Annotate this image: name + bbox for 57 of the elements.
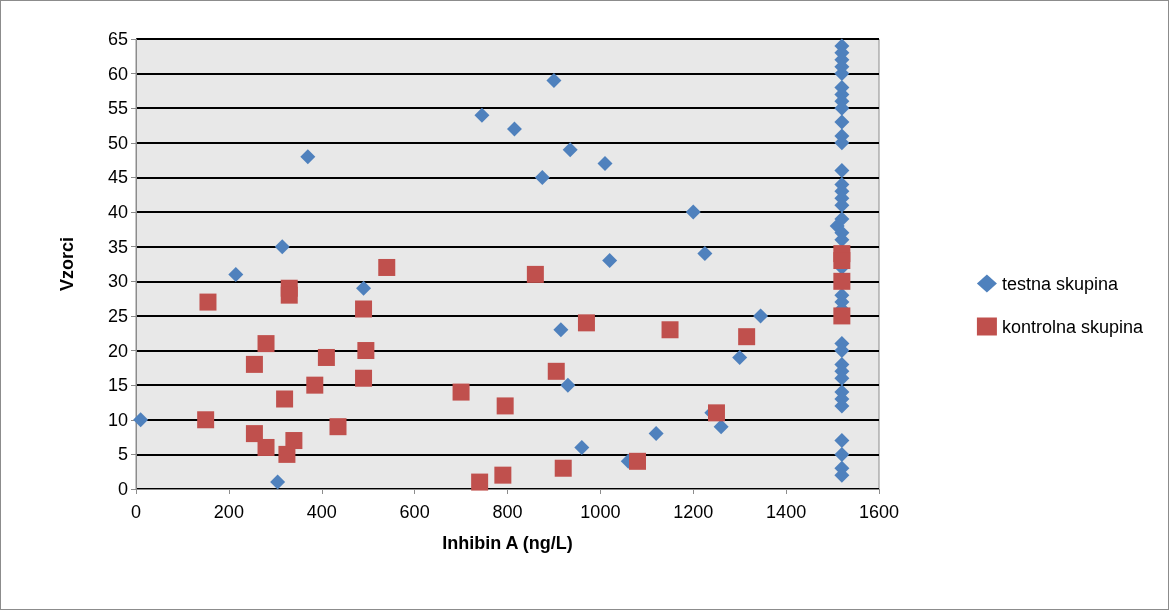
- point: [378, 258, 396, 276]
- y-tick-label: 5: [117, 444, 128, 465]
- point: [554, 459, 572, 477]
- legend-label: testna skupina: [1001, 273, 1119, 294]
- y-tick-label: 65: [107, 29, 128, 49]
- point: [833, 272, 851, 290]
- point: [317, 348, 335, 366]
- legend-label: kontrolna skupina: [1001, 316, 1144, 337]
- y-tick-label: 0: [117, 479, 128, 499]
- point: [197, 411, 215, 429]
- point: [245, 355, 263, 373]
- point: [833, 307, 851, 325]
- point: [280, 286, 298, 304]
- x-tick-label: 1000: [580, 502, 621, 522]
- y-tick-label: 55: [107, 98, 128, 119]
- point: [577, 314, 595, 332]
- point: [496, 397, 514, 415]
- y-tick-label: 60: [107, 63, 128, 84]
- x-tick-label: 400: [306, 502, 337, 522]
- point: [257, 335, 275, 353]
- x-tick-label: 600: [399, 502, 430, 522]
- point: [494, 466, 512, 484]
- point: [355, 300, 373, 318]
- y-tick-label: 15: [107, 375, 128, 396]
- x-tick-label: 200: [213, 502, 244, 522]
- x-tick-label: 0: [130, 502, 142, 522]
- point: [547, 362, 565, 380]
- y-tick-label: 50: [107, 132, 128, 153]
- point: [306, 376, 324, 394]
- point: [355, 369, 373, 387]
- y-tick-label: 35: [107, 236, 128, 257]
- point: [329, 418, 347, 436]
- point: [245, 425, 263, 443]
- point: [199, 293, 217, 311]
- point: [833, 252, 851, 270]
- x-tick-label: 800: [492, 502, 523, 522]
- point: [285, 432, 303, 450]
- y-tick-label: 30: [107, 271, 128, 292]
- point: [257, 438, 275, 456]
- point: [526, 265, 544, 283]
- point: [357, 342, 375, 360]
- y-tick-label: 10: [107, 409, 128, 430]
- point: [471, 473, 489, 491]
- y-axis-title: Vzorci: [57, 236, 77, 292]
- y-tick-label: 45: [107, 167, 128, 188]
- point: [452, 383, 470, 401]
- y-tick-label: 40: [107, 202, 128, 223]
- x-tick-label: 1200: [673, 502, 714, 522]
- y-tick-label: 25: [107, 305, 128, 326]
- point: [738, 328, 756, 346]
- point: [661, 321, 679, 339]
- x-tick-label: 1600: [858, 502, 900, 522]
- point: [276, 390, 294, 408]
- y-tick-label: 20: [107, 340, 128, 361]
- x-axis-title: Inhibin A (ng/L): [442, 533, 573, 553]
- x-tick-label: 1400: [766, 502, 807, 522]
- point: [707, 404, 725, 422]
